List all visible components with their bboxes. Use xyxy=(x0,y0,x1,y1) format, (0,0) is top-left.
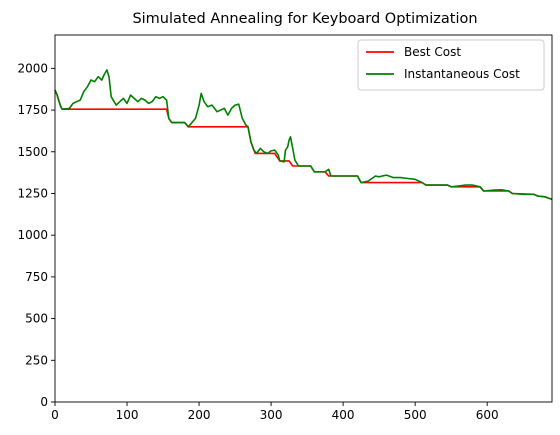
plot-area xyxy=(54,69,553,201)
y-tick-label: 1750 xyxy=(17,103,48,117)
y-tick-label: 1000 xyxy=(17,228,48,242)
y-tick-label: 750 xyxy=(25,270,48,284)
chart-title: Simulated Annealing for Keyboard Optimiz… xyxy=(132,11,477,27)
axes: 0 100 200 300 400 500 600 0 250 500 750 1000 1250 150… xyxy=(17,34,553,422)
y-tick-label: 250 xyxy=(25,353,48,367)
series-line-instantaneous-cost xyxy=(54,69,553,201)
x-tick-label: 200 xyxy=(188,408,211,422)
axes-frame xyxy=(54,34,553,403)
legend-box xyxy=(357,39,545,91)
y-tick-label: 2000 xyxy=(17,61,48,75)
x-tick-label: 600 xyxy=(476,408,499,422)
legend-label-instantaneous-cost: Instantaneous Cost xyxy=(404,67,520,81)
y-tick-label: 0 xyxy=(40,395,48,409)
x-tick-label: 100 xyxy=(116,408,139,422)
legend-label-best-cost: Best Cost xyxy=(404,45,461,59)
x-tick-label: 0 xyxy=(51,408,59,422)
legend: Best Cost Instantaneous Cost xyxy=(357,39,545,91)
y-tick-label: 1250 xyxy=(17,186,48,200)
x-tick-label: 400 xyxy=(332,408,355,422)
y-tick-label: 500 xyxy=(25,312,48,326)
x-tick-label: 300 xyxy=(260,408,283,422)
y-tick-label: 1500 xyxy=(17,145,48,159)
x-tick-label: 500 xyxy=(404,408,427,422)
